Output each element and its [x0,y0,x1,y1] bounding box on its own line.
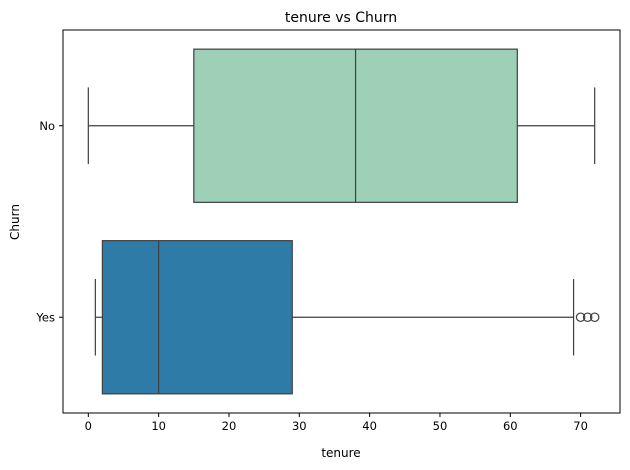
plot-area [87,48,600,395]
x-tick-label-70: 70 [573,419,588,433]
box-yes [101,240,293,395]
x-tick-label-50: 50 [433,419,448,433]
y-tick-label-no: No [39,119,55,133]
x-tick-label-10: 10 [151,419,166,433]
outlier-point-yes-0 [575,312,586,323]
y-tick-label-yes: Yes [35,310,55,324]
y-axis-label: Churn [8,204,22,240]
x-tick-label-30: 30 [292,419,307,433]
outlier-point-yes-2 [589,312,600,323]
x-tick-label-0: 0 [85,419,92,433]
chart-title: tenure vs Churn [285,10,397,26]
plot-frame [62,29,621,414]
x-tick-label-40: 40 [362,419,377,433]
x-tick-label-60: 60 [503,419,518,433]
x-tick-label-20: 20 [222,419,237,433]
x-axis-label: tenure [321,446,360,460]
outlier-point-yes-1 [582,312,593,323]
